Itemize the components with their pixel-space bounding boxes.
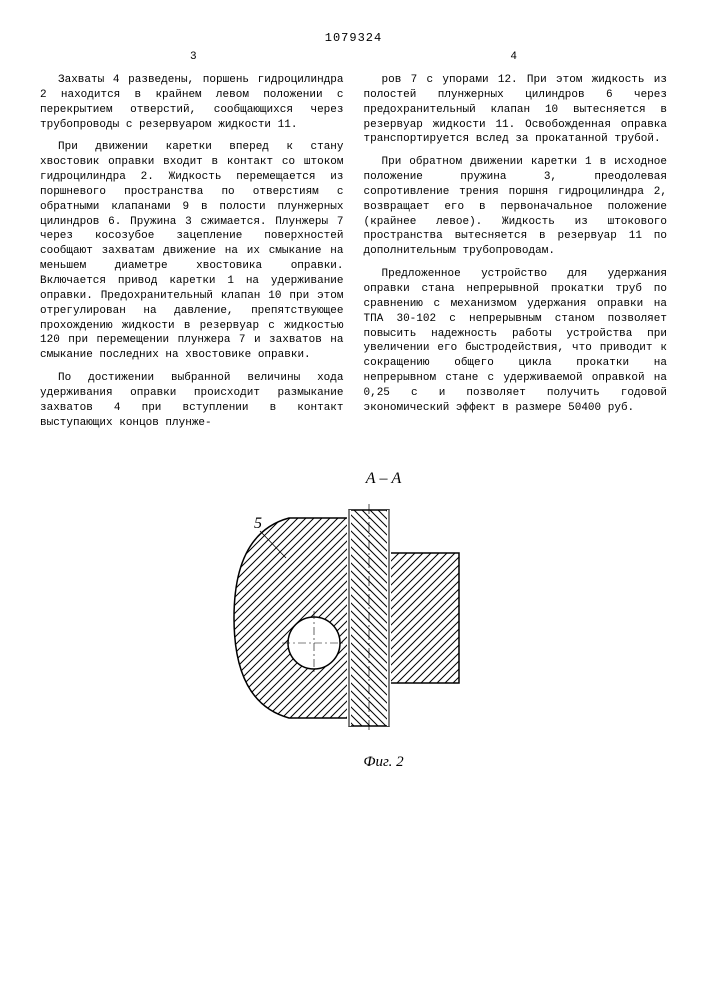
left-column: Захваты 4 разведены, поршень гидро­цилин…: [40, 73, 344, 438]
technical-figure: 5: [214, 498, 494, 738]
callout-5: 5: [254, 515, 262, 532]
col-num-right: 4: [510, 50, 517, 65]
figure-caption: Фиг. 2: [100, 752, 667, 772]
right-column: ров 7 с упорами 12. При этом жидкость из…: [364, 73, 668, 438]
paragraph: При движении каретки вперед к стану хвос…: [40, 140, 344, 363]
col-num-left: 3: [190, 50, 197, 65]
paragraph: По достижении выбранной величины хода уд…: [40, 371, 344, 430]
paragraph: ров 7 с упорами 12. При этом жидкость из…: [364, 73, 668, 147]
document-number: 1079324: [40, 30, 667, 46]
paragraph: Захваты 4 разведены, поршень гидро­цилин…: [40, 73, 344, 132]
figure-area: А – А: [40, 468, 667, 772]
paragraph: При обратном движении каретки 1 в исходн…: [364, 155, 668, 259]
section-label: А – А: [100, 468, 667, 490]
text-columns: Захваты 4 разведены, поршень гидро­цилин…: [40, 73, 667, 438]
column-numbers: 3 4: [40, 50, 667, 65]
paragraph: Предложенное устройство для удержа­ния о…: [364, 267, 668, 415]
